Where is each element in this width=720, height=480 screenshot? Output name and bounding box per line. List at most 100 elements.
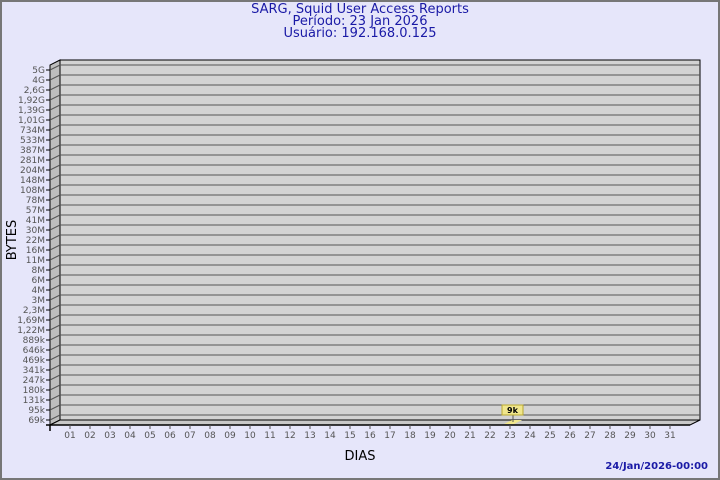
x-tick-label: 01	[64, 431, 75, 441]
x-tick-label: 07	[184, 431, 195, 441]
y-tick-label: 889k	[23, 336, 46, 346]
x-tick-label: 21	[464, 431, 475, 441]
y-tick-label: 78M	[26, 196, 45, 206]
gridline-side	[49, 164, 61, 171]
gridline-side	[49, 174, 61, 181]
gridline-side	[49, 354, 61, 361]
y-tick-label: 281M	[20, 156, 45, 166]
x-tick-label: 18	[404, 431, 416, 441]
gridline-side	[49, 324, 61, 331]
chart-title: SARG, Squid User Access Reports	[251, 2, 469, 17]
x-tick-label: 24	[524, 431, 536, 441]
x-tick-label: 06	[164, 431, 176, 441]
y-tick-label: 4G	[32, 76, 45, 86]
gridline-side	[49, 304, 61, 311]
y-tick-label: 387M	[20, 146, 45, 156]
gridline-side	[49, 264, 61, 271]
gridline-side	[49, 134, 61, 141]
y-tick-label: 1,22M	[17, 326, 45, 336]
y-tick-label: 341k	[23, 366, 46, 376]
y-tick-label: 131k	[23, 396, 46, 406]
y-tick-label: 247k	[23, 376, 46, 386]
gridline-side	[49, 364, 61, 371]
gridline-side	[49, 214, 61, 221]
x-tick-label: 09	[224, 431, 236, 441]
x-tick-label: 14	[324, 431, 336, 441]
y-tick-label: 11M	[26, 256, 45, 266]
gridline-side	[49, 154, 61, 161]
x-axis-label: DIAS	[345, 449, 376, 464]
gridline-side	[49, 104, 61, 111]
x-tick-label: 22	[484, 431, 495, 441]
gridline-side	[49, 384, 61, 391]
gridline-side	[49, 234, 61, 241]
y-tick-label: 69k	[28, 416, 45, 426]
y-tick-label: 57M	[26, 206, 45, 216]
y-tick-label: 734M	[20, 126, 45, 136]
y-tick-label: 2,3M	[23, 306, 45, 316]
side-wall	[49, 59, 61, 426]
x-tick-label: 30	[644, 431, 656, 441]
x-tick-label: 25	[544, 431, 555, 441]
x-tick-label: 28	[604, 431, 616, 441]
x-tick-label: 29	[624, 431, 636, 441]
x-tick-label: 11	[264, 431, 275, 441]
back-wall	[59, 59, 701, 421]
y-tick-label: 22M	[26, 236, 45, 246]
y-tick-label: 95k	[28, 406, 45, 416]
y-tick-label: 30M	[26, 226, 45, 236]
x-tick-label: 20	[444, 431, 456, 441]
gridline-side	[49, 274, 61, 281]
gridline-side	[49, 294, 61, 301]
x-tick-label: 15	[344, 431, 355, 441]
gridline-side	[49, 404, 61, 411]
x-tick-label: 02	[84, 431, 95, 441]
y-tick-label: 469k	[23, 356, 46, 366]
chart-user: Usuário: 192.168.0.125	[283, 26, 437, 41]
gridline-side	[49, 344, 61, 351]
gridline-side	[49, 334, 61, 341]
timestamp: 24/Jan/2026-00:00	[605, 461, 708, 472]
x-tick-label: 16	[364, 431, 376, 441]
y-tick-label: 148M	[20, 176, 45, 186]
y-tick-label: 8M	[32, 266, 46, 276]
y-tick-label: 1,69M	[17, 316, 45, 326]
y-tick-label: 204M	[20, 166, 45, 176]
y-tick-label: 5G	[32, 66, 45, 76]
gridline-side	[49, 64, 61, 71]
x-tick-label: 13	[304, 431, 315, 441]
x-tick-label: 04	[124, 431, 136, 441]
gridline-side	[49, 414, 61, 421]
y-tick-label: 41M	[26, 216, 45, 226]
gridline-side	[49, 374, 61, 381]
y-tick-label: 3M	[32, 296, 46, 306]
gridline-side	[49, 394, 61, 401]
x-tick-label: 17	[384, 431, 395, 441]
chart-period: Período: 23 Jan 2026	[292, 14, 428, 29]
y-tick-label: 4M	[32, 286, 46, 296]
gridline-side	[49, 84, 61, 91]
y-tick-label: 1,39G	[18, 106, 45, 116]
x-tick-label: 19	[424, 431, 436, 441]
y-axis-label: BYTES	[5, 220, 20, 261]
x-tick-label: 12	[284, 431, 295, 441]
gridline-side	[49, 184, 61, 191]
x-tick-label: 31	[664, 431, 675, 441]
x-tick-label: 27	[584, 431, 595, 441]
y-tick-label: 646k	[23, 346, 46, 356]
y-tick-label: 16M	[26, 246, 45, 256]
x-tick-label: 26	[564, 431, 576, 441]
gridline-side	[49, 314, 61, 321]
gridline-side	[49, 74, 61, 81]
gridline-side	[49, 114, 61, 121]
gridline-side	[49, 124, 61, 131]
x-tick-label: 05	[144, 431, 155, 441]
gridline-side	[49, 284, 61, 291]
y-tick-label: 1,01G	[18, 116, 45, 126]
gridline-side	[49, 244, 61, 251]
data-label: 9k	[507, 406, 519, 415]
x-tick-label: 23	[504, 431, 515, 441]
y-tick-label: 6M	[32, 276, 46, 286]
